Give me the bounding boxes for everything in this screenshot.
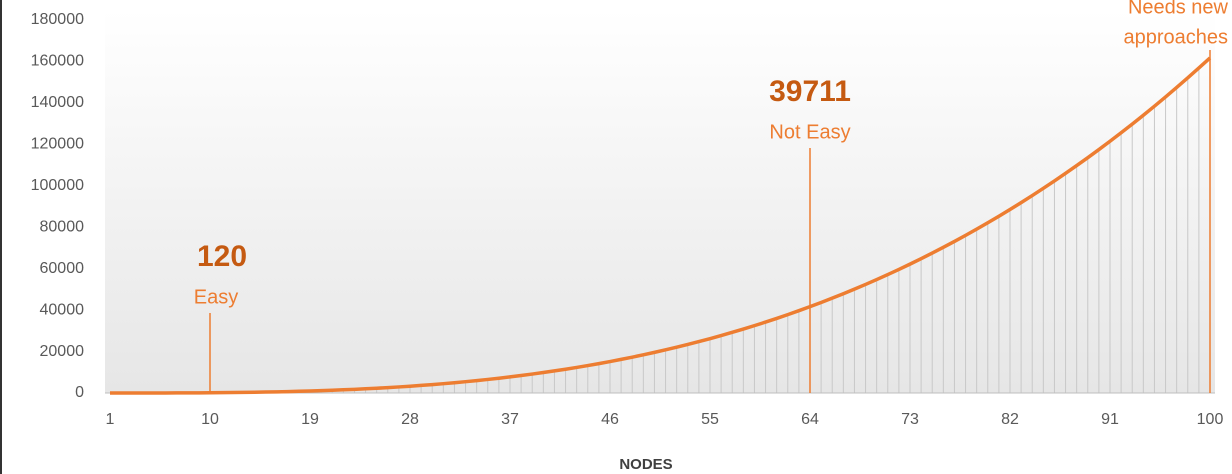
x-tick-label: 73: [901, 411, 919, 428]
annotation-label: Not Easy: [769, 121, 850, 143]
x-tick-label: 46: [601, 411, 619, 428]
x-tick-label: 64: [801, 411, 819, 428]
y-tick-label: 60000: [40, 260, 85, 277]
y-tick-label: 160000: [31, 53, 84, 70]
y-tick-label: 40000: [40, 301, 85, 318]
annotation-value: 120: [197, 240, 247, 273]
x-tick-label: 19: [301, 411, 319, 428]
x-tick-label: 37: [501, 411, 519, 428]
y-tick-label: 180000: [31, 11, 84, 28]
plot-background: [105, 10, 1215, 393]
y-tick-label: 80000: [40, 218, 85, 235]
x-tick-label: 100: [1197, 411, 1224, 428]
x-tick-label: 1: [106, 411, 115, 428]
annotation-text: approaches: [1123, 26, 1228, 48]
annotation-label: Easy: [194, 286, 238, 308]
x-axis-label: NODES: [619, 456, 672, 473]
y-tick-label: 0: [75, 384, 84, 401]
x-tick-label: 10: [201, 411, 219, 428]
annotation-value: 39711: [769, 75, 851, 108]
x-tick-label: 91: [1101, 411, 1119, 428]
y-tick-label: 140000: [31, 94, 84, 111]
x-tick-label: 82: [1001, 411, 1019, 428]
x-tick-label: 55: [701, 411, 719, 428]
series-line: [110, 56, 1212, 395]
annotation-text: Needs new: [1128, 0, 1229, 18]
y-tick-label: 100000: [31, 177, 84, 194]
y-tick-label: 120000: [31, 136, 84, 153]
x-tick-label: 28: [401, 411, 419, 428]
y-tick-label: 20000: [40, 343, 85, 360]
